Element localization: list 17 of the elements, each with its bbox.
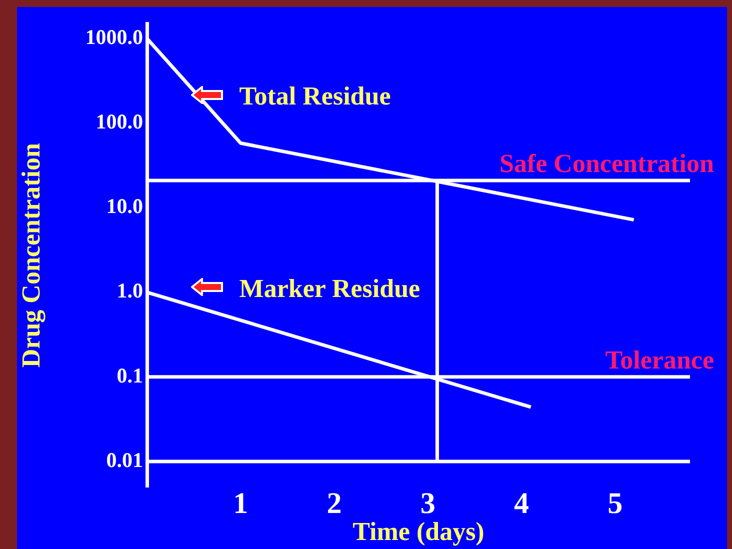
- x-tick-label: 4: [514, 486, 529, 520]
- y-tick-label: 0.01: [106, 448, 143, 472]
- x-axis-title: Time (days): [352, 517, 484, 546]
- y-tick-label: 1000.0: [85, 24, 143, 49]
- y-tick-label: 1.0: [116, 278, 143, 303]
- ref-line-label: Safe Concentration: [500, 149, 715, 178]
- x-tick-label: 2: [326, 486, 342, 520]
- y-tick-label: 10.0: [106, 194, 143, 218]
- annotation: Total Residue: [239, 81, 391, 110]
- x-tick-label: 3: [420, 486, 436, 520]
- y-tick-label: 0.1: [116, 363, 143, 388]
- ref-line-label: Tolerance: [605, 346, 714, 375]
- y-tick-label: 100.0: [96, 110, 143, 134]
- annotation: Marker Residue: [239, 274, 420, 303]
- x-tick-label: 1: [233, 486, 248, 520]
- x-tick-label: 5: [608, 486, 623, 520]
- y-axis-title: Drug Concentration: [16, 142, 46, 368]
